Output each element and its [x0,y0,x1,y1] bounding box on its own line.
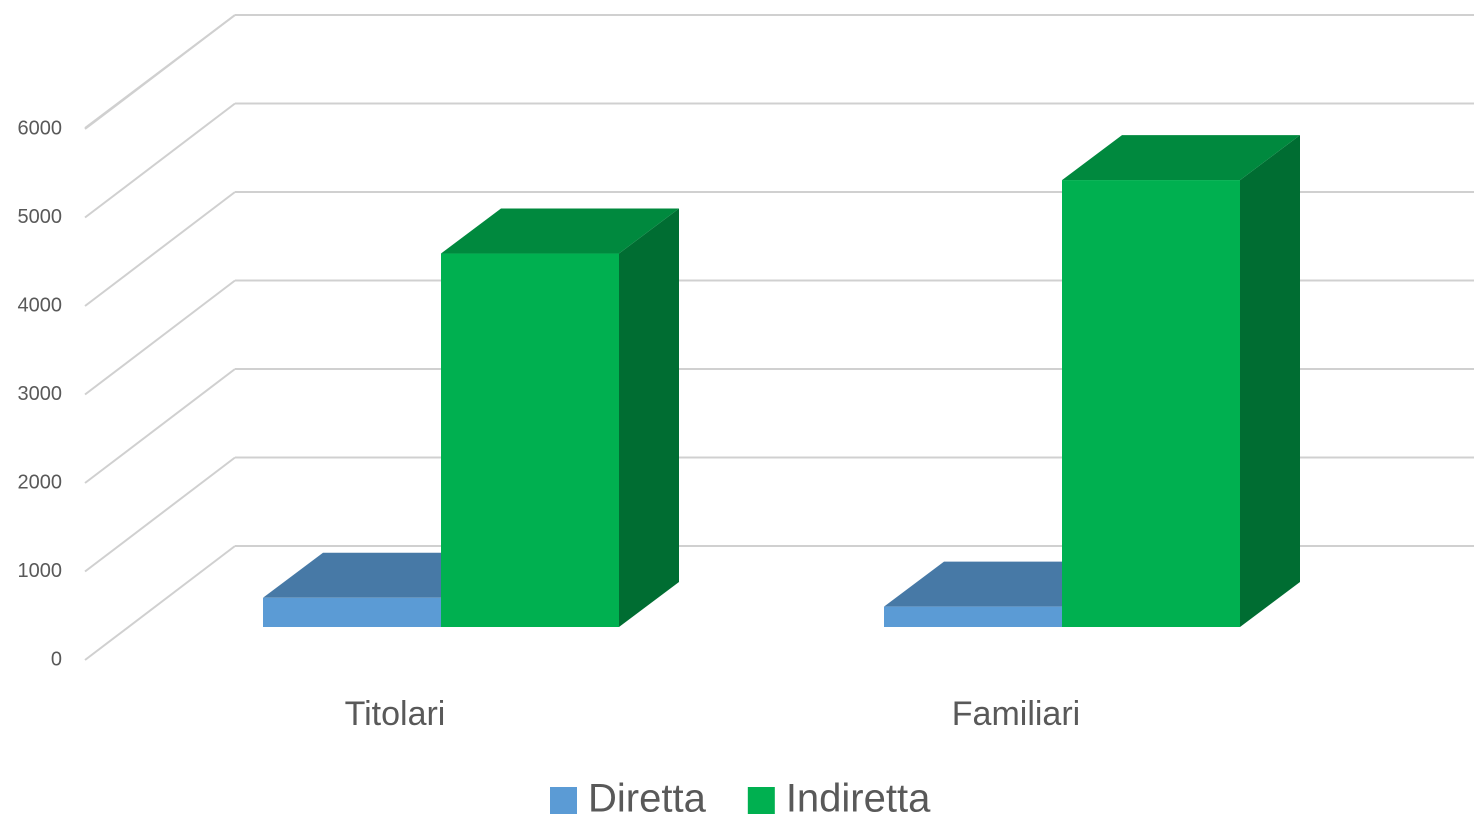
legend-label: Indiretta [786,777,931,819]
x-tick-label: Titolari [345,695,446,733]
bar [263,597,441,627]
legend-swatch [747,787,775,814]
bar [441,253,619,627]
y-tick-label: 4000 [18,294,63,316]
grid-line [84,102,236,219]
y-tick-label: 3000 [18,383,63,405]
y-tick-label: 1000 [18,560,63,582]
x-tick-label: Familiari [952,695,1080,733]
grid-line [84,14,236,130]
legend-label: Diretta [588,777,707,819]
y-tick-label: 5000 [18,206,63,228]
bar-side [619,208,679,627]
bar-top [1062,135,1300,181]
y-tick-label: 2000 [18,471,63,493]
grid-line [84,191,236,307]
bar-side [1240,135,1300,627]
y-tick-label: 0 [51,648,62,670]
bar [884,606,1062,627]
grid-line [84,368,236,484]
bar [1062,180,1240,627]
y-tick-label: 6000 [18,117,63,139]
grid-line [84,545,236,661]
grid-line [84,456,236,573]
bar-top [441,208,679,254]
grid-line [84,279,236,396]
legend-swatch [550,787,577,814]
